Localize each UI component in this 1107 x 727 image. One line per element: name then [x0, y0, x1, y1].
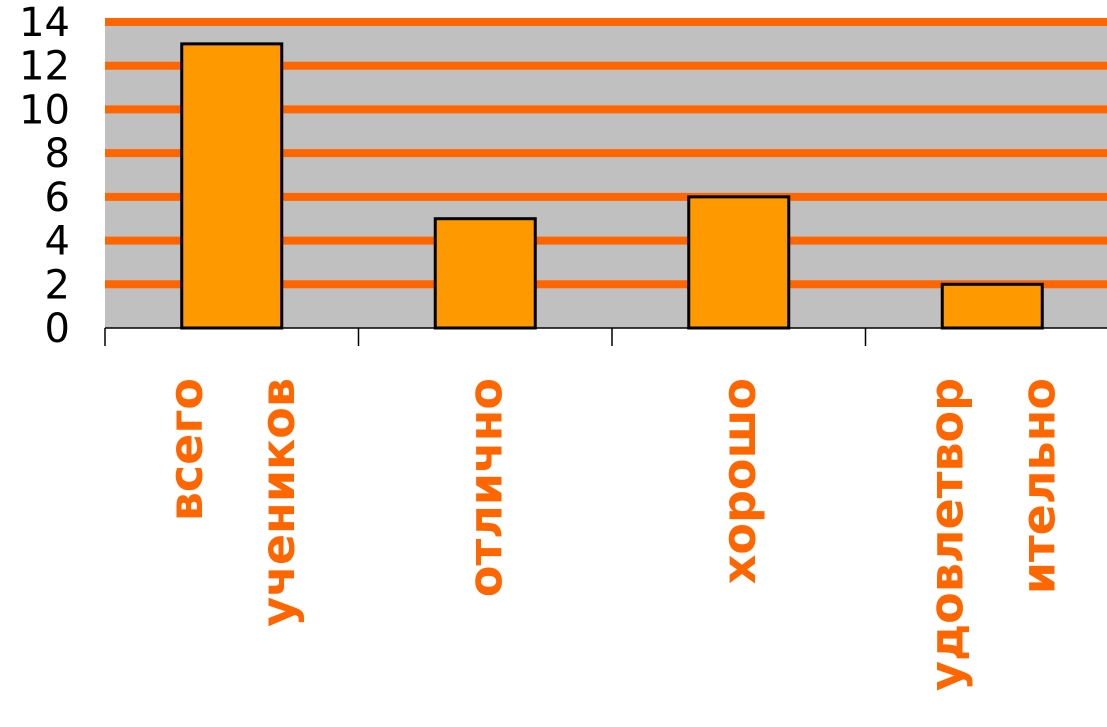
category-label: всего [159, 378, 213, 521]
category-labels: всего учеников отлично хорошо удовлетвор ител… [159, 378, 1066, 691]
y-tick-label: 10 [19, 87, 70, 133]
bar [940, 282, 1044, 330]
y-tick-label: 0 [45, 306, 70, 352]
category-label: ительно [1011, 378, 1065, 594]
y-tick-label: 12 [19, 44, 70, 90]
bar [433, 217, 537, 330]
category-label: учеников [251, 378, 305, 627]
y-tick-label: 14 [19, 0, 70, 46]
x-axis-tick-marks [104, 328, 867, 346]
bar [687, 195, 791, 330]
category-label: удовлетвор [919, 378, 973, 691]
y-tick-label: 6 [45, 175, 70, 221]
y-tick-label: 4 [45, 219, 70, 265]
bar [180, 42, 284, 330]
y-tick-label: 8 [45, 131, 70, 177]
y-tick-label: 2 [45, 262, 70, 308]
category-label: отлично [458, 378, 512, 597]
category-label: хорошо [712, 378, 766, 584]
